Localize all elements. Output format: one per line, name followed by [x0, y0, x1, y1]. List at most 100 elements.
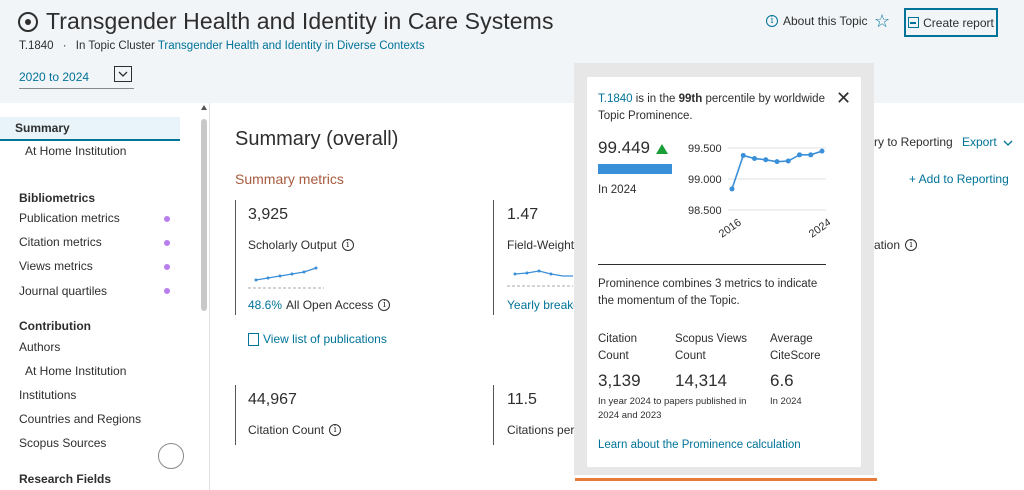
percentile-post: percentile by worldwide Topic Prominence…	[598, 93, 825, 122]
percentile-pre: is in the	[635, 93, 676, 105]
star-icon[interactable]: ☆	[874, 11, 891, 31]
about-topic-link[interactable]: i About this Topic	[766, 14, 868, 28]
stat-head-scopus-views: Scopus Views Count	[675, 333, 748, 362]
popover-divider	[598, 264, 826, 265]
info-icon[interactable]: i	[341, 239, 354, 251]
fwci-value: 1.47	[507, 206, 539, 223]
sidebar-item-at-home-institution[interactable]: At Home Institution	[25, 144, 127, 158]
page-header: Transgender Health and Identity in Care …	[0, 0, 1024, 103]
sidebar-item-scopus-sources[interactable]: Scopus Sources	[19, 436, 107, 450]
sidebar-item-views-metrics[interactable]: Views metrics	[19, 259, 93, 273]
create-report-button[interactable]: Create report	[904, 8, 998, 37]
create-report-label: Create report	[923, 15, 994, 30]
series-line	[731, 150, 823, 190]
data-point	[808, 152, 814, 158]
citation-count-text: Citation Count	[248, 423, 325, 437]
y-tick-label: 99.000	[688, 174, 722, 186]
fwci-sparkline	[507, 269, 573, 287]
citation-count-value: 44,967	[248, 391, 297, 408]
partial-metric-text: ation	[874, 238, 901, 252]
export-menu[interactable]: Export	[962, 135, 1013, 149]
title-row: Transgender Health and Identity in Care …	[18, 8, 554, 35]
data-point	[797, 152, 802, 158]
chevron-down-icon[interactable]	[114, 66, 132, 82]
info-icon[interactable]: i	[905, 239, 918, 251]
prominence-description: Prominence combines 3 metrics to indicat…	[598, 278, 818, 307]
y-tick-label: 98.500	[688, 205, 722, 217]
new-indicator-dot	[164, 216, 170, 222]
sidebar: Summary At Home Institution Bibliometric…	[0, 103, 210, 490]
close-icon[interactable]: ✕	[836, 88, 852, 108]
add-to-reporting-button[interactable]: + Add to Reporting	[909, 172, 1009, 186]
cluster-prefix: In Topic Cluster	[75, 40, 155, 52]
expand-button[interactable]	[158, 443, 184, 469]
y-tick-label: 99.500	[688, 143, 722, 155]
stat-head-average-citescore: Average CiteScore	[770, 333, 821, 362]
sidebar-item-countries-regions[interactable]: Countries and Regions	[19, 412, 142, 426]
date-range-select[interactable]: 2020 to 2024	[19, 65, 134, 89]
sidebar-item-citation-metrics[interactable]: Citation metrics	[19, 235, 102, 249]
data-point	[729, 186, 735, 192]
sidebar-heading-research-fields: Research Fields	[19, 472, 112, 486]
new-indicator-dot	[164, 288, 170, 294]
metric-divider	[493, 200, 494, 315]
fwci-label: Field-Weighte	[507, 238, 581, 252]
scholarly-output-text: Scholarly Output	[248, 238, 337, 252]
stat-value-citation-count: 3,139	[598, 371, 641, 390]
open-access-pct[interactable]: 48.6%	[248, 298, 283, 312]
learn-prominence-link[interactable]: Learn about the Prominence calculation	[598, 439, 801, 451]
data-point	[819, 148, 825, 154]
sidebar-heading-contribution: Contribution	[19, 319, 91, 333]
scholarly-output-label: Scholarly Output i	[248, 238, 354, 252]
new-indicator-dot	[164, 240, 170, 246]
export-label: Export	[962, 135, 997, 149]
percentile-value: 99th	[678, 93, 703, 105]
topic-subtitle: T.1840 · In Topic Cluster Transgender He…	[19, 40, 425, 52]
popover-topic-id: T.1840	[598, 93, 633, 105]
sidebar-item-summary[interactable]: Summary	[0, 117, 180, 141]
page-title: Transgender Health and Identity in Care …	[46, 8, 554, 34]
data-point	[785, 158, 791, 164]
x-tick-label: 2024	[807, 217, 830, 241]
add-entity-to-reporting-link[interactable]: ry to Reporting	[874, 135, 953, 149]
chevron-down-icon	[1003, 140, 1013, 146]
sidebar-item-authors[interactable]: Authors	[19, 340, 61, 354]
about-label: About this Topic	[783, 14, 868, 28]
main-title: Summary (overall)	[235, 128, 399, 150]
prominence-year: In 2024	[598, 184, 637, 196]
data-point	[740, 152, 746, 158]
prominence-bar	[598, 164, 672, 174]
stat-head-citation-count: Citation Count	[598, 333, 637, 362]
citations-per-pub-label: Citations per P	[507, 423, 586, 437]
metric-divider	[235, 200, 236, 315]
sidebar-item-journal-quartiles[interactable]: Journal quartiles	[19, 284, 108, 298]
topic-icon	[18, 11, 38, 32]
metric-divider	[235, 385, 236, 445]
prominence-value: 99.449	[598, 138, 650, 157]
info-icon[interactable]: i	[378, 299, 391, 311]
data-point	[763, 157, 769, 163]
section-title: Summary metrics	[235, 171, 344, 187]
view-list-link[interactable]: View list of publications	[248, 332, 387, 346]
info-icon: i	[766, 15, 778, 27]
citation-count-label: Citation Count i	[248, 423, 342, 437]
scholarly-sparkline	[248, 266, 324, 289]
partial-metric-label: ation i	[874, 238, 918, 252]
stat-value-scopus-views: 14,314	[675, 371, 727, 390]
sidebar-item-institutions[interactable]: Institutions	[19, 388, 77, 402]
sidebar-item-publication-metrics[interactable]: Publication metrics	[19, 211, 120, 225]
cluster-link[interactable]: Transgender Health and Identity in Diver…	[157, 40, 425, 52]
stat-value-average-citescore: 6.6	[770, 371, 794, 390]
percentile-text: T.1840 is in the 99th percentile by worl…	[598, 91, 828, 125]
yearly-breakdown-link[interactable]: Yearly breakdo	[507, 298, 587, 312]
info-icon[interactable]: i	[329, 424, 342, 436]
scroll-up-arrow[interactable]	[201, 105, 207, 110]
trend-up-icon	[656, 144, 668, 154]
open-access-label: All Open Access	[286, 298, 374, 312]
sidebar-item-at-home-institution-2[interactable]: At Home Institution	[25, 364, 127, 378]
sidebar-scrollbar[interactable]	[201, 119, 207, 311]
prominence-popover-panel	[587, 77, 861, 467]
report-icon	[908, 17, 920, 28]
orange-accent-bar	[575, 478, 877, 481]
